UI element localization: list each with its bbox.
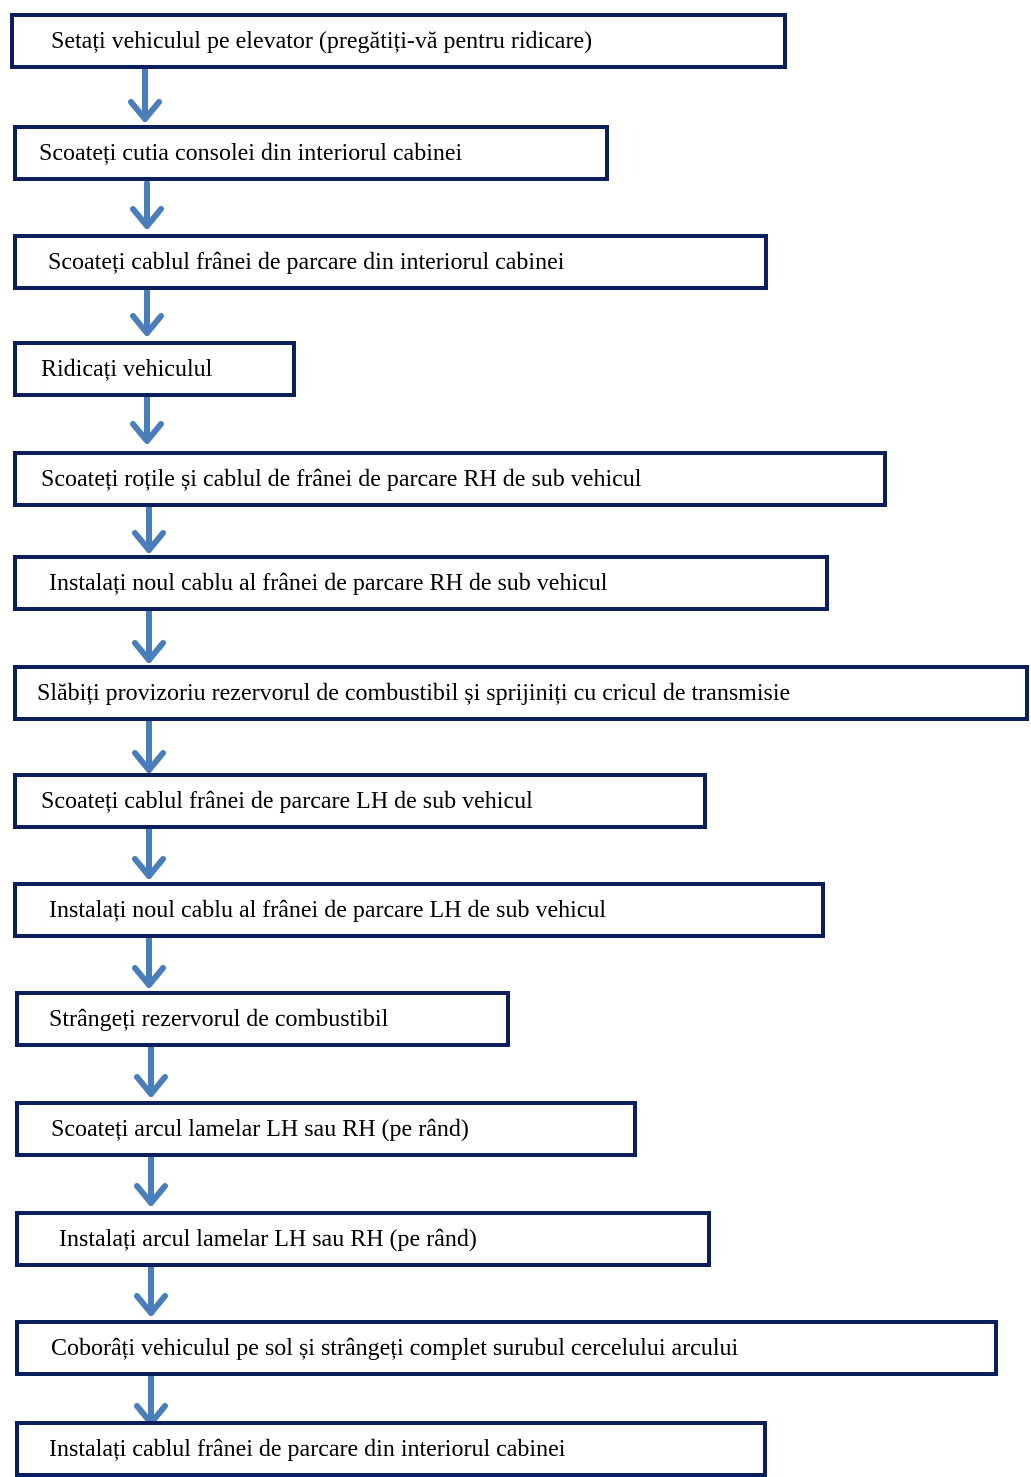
flow-step-label: Instalați cablul frânei de parcare din i… bbox=[49, 1436, 566, 1462]
flow-arrow-9 bbox=[132, 935, 166, 988]
flow-step-label: Scoateți roțile și cablul de frânei de p… bbox=[41, 466, 642, 492]
flow-step-9: Instalați noul cablu al frânei de parcar… bbox=[13, 882, 825, 938]
flow-arrow-12 bbox=[134, 1264, 168, 1316]
flow-step-10: Strângeți rezervorul de combustibil bbox=[15, 991, 510, 1047]
flow-step-8: Scoateți cablul frânei de parcare LH de … bbox=[13, 773, 707, 829]
flow-step-12: Instalați arcul lamelar LH sau RH (pe râ… bbox=[15, 1211, 711, 1267]
flow-step-6: Instalați noul cablu al frânei de parcar… bbox=[13, 555, 829, 611]
flow-step-label: Coborâți vehiculul pe sol și strângeți c… bbox=[51, 1335, 739, 1361]
flow-step-label: Instalați arcul lamelar LH sau RH (pe râ… bbox=[59, 1226, 477, 1252]
flow-step-label: Scoateți cablul frânei de parcare LH de … bbox=[41, 788, 533, 814]
flow-step-7: Slăbiți provizoriu rezervorul de combust… bbox=[13, 665, 1029, 721]
flow-step-4: Ridicați vehiculul bbox=[13, 341, 296, 397]
flow-arrow-6 bbox=[132, 608, 166, 663]
flow-arrow-1 bbox=[128, 65, 162, 122]
flow-step-14: Instalați cablul frânei de parcare din i… bbox=[15, 1421, 767, 1477]
flow-arrow-4 bbox=[130, 393, 164, 444]
flow-step-label: Scoateți cutia consolei din interiorul c… bbox=[39, 140, 463, 166]
flow-step-label: Strângeți rezervorul de combustibil bbox=[49, 1006, 389, 1032]
flow-step-label: Slăbiți provizoriu rezervorul de combust… bbox=[37, 680, 791, 706]
flow-step-5: Scoateți roțile și cablul de frânei de p… bbox=[13, 451, 887, 507]
flow-arrow-7 bbox=[132, 718, 166, 773]
flow-arrow-8 bbox=[132, 826, 166, 879]
flow-arrow-3 bbox=[130, 288, 164, 336]
flow-step-11: Scoateți arcul lamelar LH sau RH (pe rân… bbox=[15, 1101, 637, 1157]
flow-arrow-5 bbox=[132, 505, 166, 553]
flow-step-13: Coborâți vehiculul pe sol și strângeți c… bbox=[15, 1320, 998, 1376]
flow-arrow-13 bbox=[134, 1373, 168, 1426]
flow-step-label: Ridicați vehiculul bbox=[41, 356, 213, 382]
flow-step-label: Scoateți arcul lamelar LH sau RH (pe rân… bbox=[51, 1116, 469, 1142]
flow-arrow-2 bbox=[130, 180, 164, 229]
flow-step-label: Instalați noul cablu al frânei de parcar… bbox=[49, 570, 608, 596]
flow-arrow-11 bbox=[134, 1154, 168, 1206]
flow-step-label: Scoateți cablul frânei de parcare din in… bbox=[48, 249, 565, 275]
flow-arrow-10 bbox=[134, 1044, 168, 1097]
flow-step-1: Setați vehiculul pe elevator (pregătiți-… bbox=[10, 13, 787, 69]
flow-step-2: Scoateți cutia consolei din interiorul c… bbox=[13, 125, 609, 181]
flow-step-label: Instalați noul cablu al frânei de parcar… bbox=[49, 897, 607, 923]
flow-step-3: Scoateți cablul frânei de parcare din in… bbox=[13, 234, 768, 290]
flow-step-label: Setați vehiculul pe elevator (pregătiți-… bbox=[51, 28, 593, 54]
